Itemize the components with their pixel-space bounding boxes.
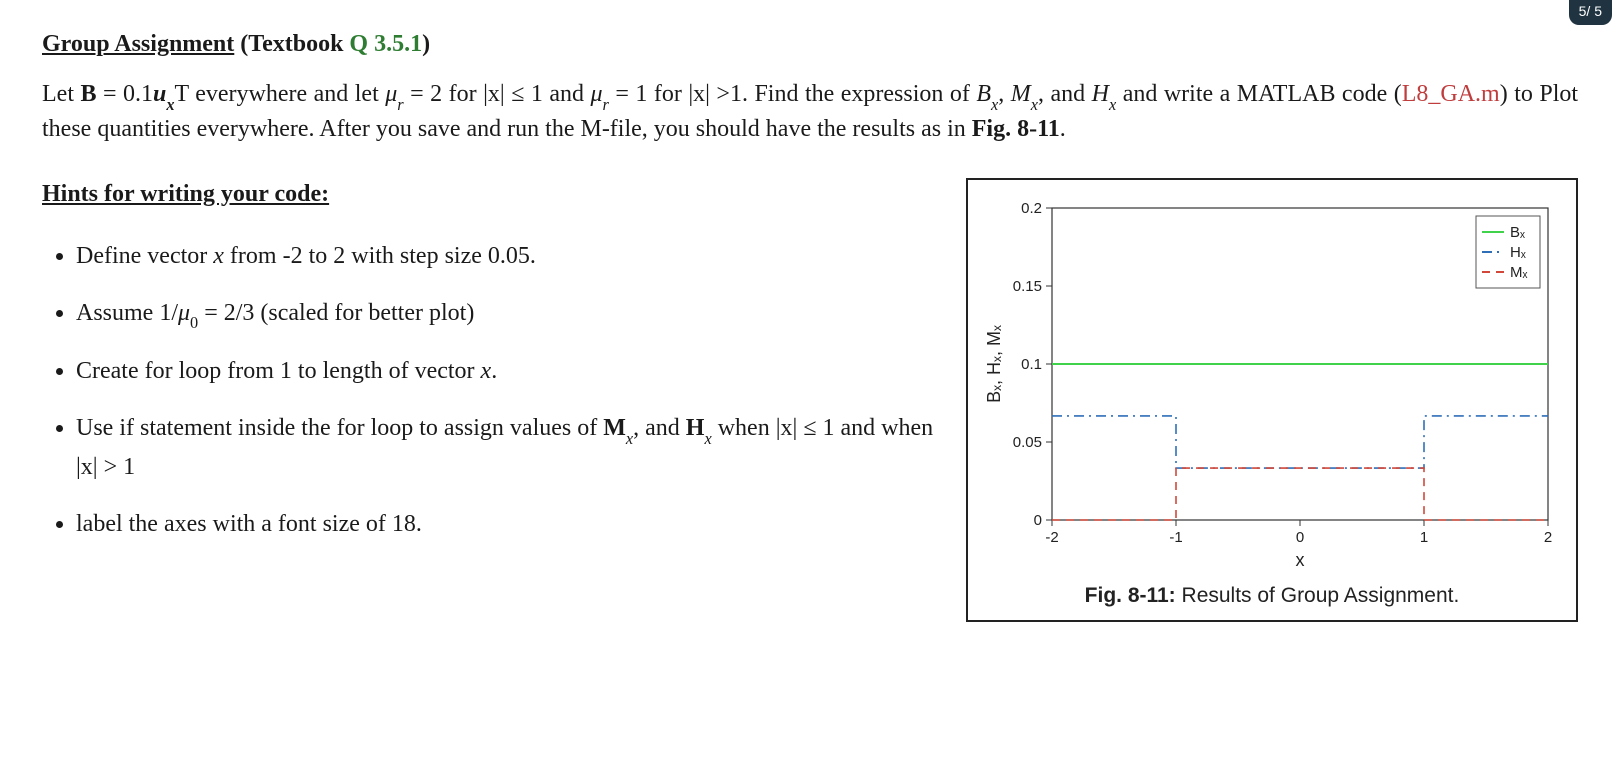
svg-text:x: x [1296, 550, 1305, 570]
svg-text:0: 0 [1034, 512, 1042, 529]
text: = 2/3 (scaled for better plot) [198, 300, 474, 326]
text: label the axes with a font size of 18. [76, 511, 422, 537]
svg-text:-1: -1 [1169, 529, 1182, 546]
text: = 0.1 [96, 81, 153, 107]
problem-statement: Let B = 0.1uxT everywhere and let μr = 2… [42, 78, 1578, 145]
unit-vec: u [153, 81, 166, 107]
svg-text:0.05: 0.05 [1013, 434, 1042, 451]
chart: 0 0.05 0.1 0.15 0.2 -2 -1 0 1 2 x Bₓ, Hₓ, Mₓ Bₓ Hₓ Mₓ [982, 194, 1562, 574]
svg-text:1: 1 [1420, 529, 1428, 546]
hint-item: Define vector x from -2 to 2 with step s… [76, 238, 934, 275]
svg-text:-2: -2 [1045, 529, 1058, 546]
svg-text:0.15: 0.15 [1013, 278, 1042, 295]
text: . [1060, 116, 1066, 142]
text: , and [1038, 81, 1092, 107]
sub: x [626, 429, 633, 448]
sub: x [991, 95, 998, 114]
text: = 2 for |x| ≤ 1 and [404, 81, 591, 107]
hints-heading: Hints for writing your code: [42, 178, 934, 210]
question-ref: Q 3.5.1 [349, 31, 422, 57]
text: Assume 1/ [76, 300, 178, 326]
svg-text:Bₓ: Bₓ [1510, 224, 1525, 241]
Bx: B [976, 81, 991, 107]
assignment-title: Group Assignment (Textbook Q 3.5.1) [42, 28, 1578, 60]
svg-text:Bₓ, Hₓ, Mₓ: Bₓ, Hₓ, Mₓ [984, 325, 1004, 403]
hint-item: Assume 1/μ0 = 2/3 (scaled for better plo… [76, 295, 934, 333]
sub: r [603, 95, 609, 114]
text: T everywhere and let [175, 81, 386, 107]
svg-text:0.1: 0.1 [1021, 356, 1042, 373]
caption-rest: Results of Group Assignment. [1176, 584, 1460, 607]
svg-text:Hₓ: Hₓ [1510, 244, 1526, 261]
vector-B: B [80, 81, 96, 107]
sub: 0 [190, 313, 198, 332]
fig-ref: Fig. 8-11 [972, 116, 1060, 142]
sub: x [704, 429, 711, 448]
hint-item: label the axes with a font size of 18. [76, 506, 934, 543]
var-x: x [213, 243, 224, 269]
hints-column: Hints for writing your code: Define vect… [42, 178, 934, 563]
Hx: H [686, 415, 705, 441]
Mx: M [603, 415, 626, 441]
figure-box: 00.050.10.150.2-2-1012xBₓ, Hₓ, MₓBₓHₓMₓ … [966, 178, 1578, 622]
sub: x [1109, 95, 1116, 114]
mu: μ [178, 300, 190, 326]
svg-text:0: 0 [1296, 529, 1304, 546]
caption-bold: Fig. 8-11: [1085, 584, 1176, 607]
text: . [491, 358, 497, 384]
text: Use if statement inside the for loop to … [76, 415, 603, 441]
mu: μ [385, 81, 397, 107]
lower-section: Hints for writing your code: Define vect… [42, 178, 1578, 622]
sub: x [1031, 95, 1038, 114]
text: Create for loop from 1 to length of vect… [76, 358, 481, 384]
hint-item: Create for loop from 1 to length of vect… [76, 353, 934, 390]
Hx: H [1092, 81, 1109, 107]
sub: x [166, 95, 174, 114]
sub: r [397, 95, 403, 114]
svg-text:Mₓ: Mₓ [1510, 264, 1527, 281]
figure-caption: Fig. 8-11: Results of Group Assignment. [982, 582, 1562, 610]
hint-item: Use if statement inside the for loop to … [76, 410, 934, 485]
text: = 1 for |x| >1. Find the expression of [609, 81, 976, 107]
text: , [998, 81, 1010, 107]
text: Let [42, 81, 80, 107]
svg-text:0.2: 0.2 [1021, 200, 1042, 217]
var-x: x [481, 358, 492, 384]
file-ref: L8_GA.m [1402, 81, 1500, 107]
Mx: M [1011, 81, 1031, 107]
text: Define vector [76, 243, 213, 269]
text: and write a MATLAB code ( [1116, 81, 1401, 107]
svg-text:2: 2 [1544, 529, 1552, 546]
text: from -2 to 2 with step size 0.05. [224, 243, 536, 269]
title-close: ) [422, 31, 430, 57]
title-open: (Textbook [234, 31, 349, 57]
title-prefix: Group Assignment [42, 31, 234, 57]
text: , and [633, 415, 686, 441]
hints-list: Define vector x from -2 to 2 with step s… [42, 238, 934, 543]
mu: μ [590, 81, 602, 107]
page-badge: 5/ 5 [1569, 0, 1612, 25]
